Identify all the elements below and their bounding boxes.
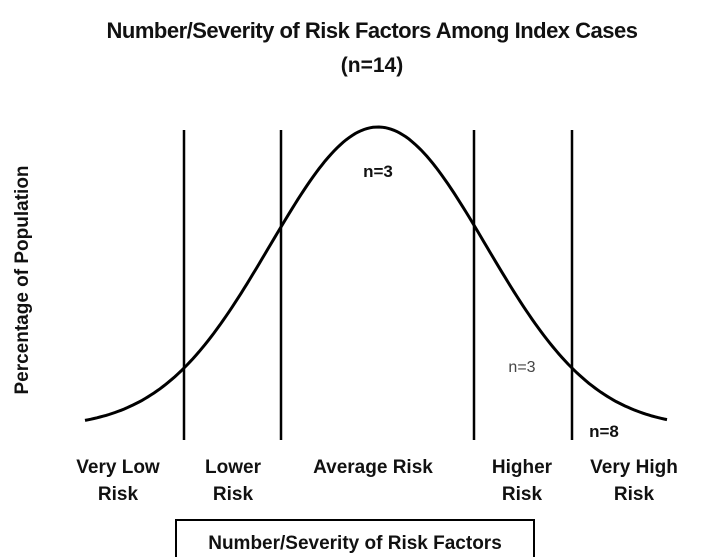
x-axis-label: Number/Severity of Risk Factors: [208, 533, 502, 554]
y-axis-label: Percentage of Population: [12, 165, 33, 394]
bell-curve: [84, 125, 668, 422]
annotation: n=3: [363, 162, 393, 181]
region-label: Average Risk: [313, 457, 433, 478]
region-label: Risk: [614, 484, 655, 505]
region-label: Risk: [502, 484, 543, 505]
region-label: Very High: [590, 457, 678, 478]
region-label: Higher: [492, 457, 553, 478]
annotation: n=3: [508, 359, 535, 376]
annotation: n=8: [589, 422, 619, 441]
title: Number/Severity of Risk Factors Among In…: [107, 18, 638, 43]
x-axis-label-box: [175, 519, 535, 557]
region-label: Lower: [205, 457, 262, 478]
subtitle: (n=14): [341, 54, 403, 77]
region-label: Risk: [98, 484, 139, 505]
region-label: Risk: [213, 484, 254, 505]
region-label: Very Low: [76, 457, 160, 478]
